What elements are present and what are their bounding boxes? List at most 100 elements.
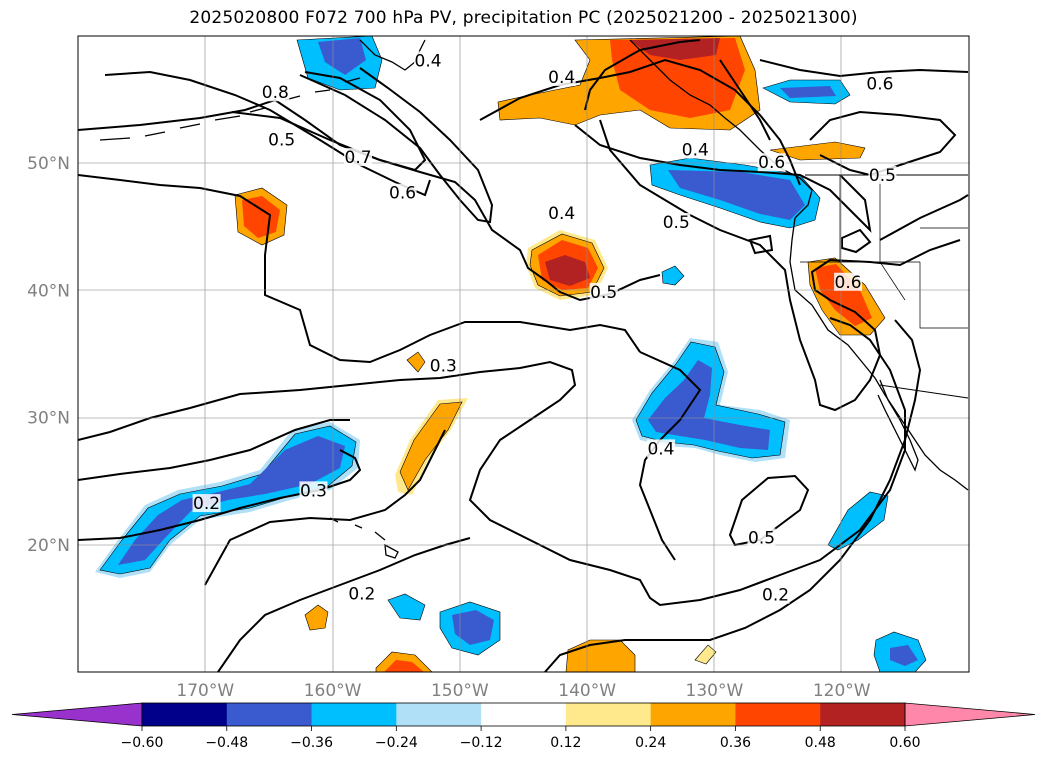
- lat-tick-label: 50°N: [27, 154, 70, 174]
- contour-label-bg: [589, 282, 618, 301]
- colorbar-tick-label: 0.24: [635, 735, 666, 751]
- baja-california: [877, 379, 919, 472]
- pv-contour: [879, 194, 969, 241]
- contour-label-bg: [865, 74, 894, 93]
- contour-label: 0.2: [348, 584, 375, 604]
- colorbar-extend-high: [904, 702, 1036, 727]
- precip-negative-area: [890, 645, 918, 666]
- pv-contour: [574, 124, 872, 233]
- contour-label-bg: [414, 51, 443, 70]
- contour-label-bg: [429, 356, 458, 375]
- precip-negative-area: [387, 593, 426, 621]
- contour-label: 0.4: [682, 140, 709, 160]
- precip-positive-area: [565, 639, 636, 672]
- precip-negative-area: [668, 170, 805, 220]
- pv-contour: [299, 67, 494, 224]
- colorbar-tick-label: 0.60: [889, 735, 920, 751]
- precip-positive-area: [694, 644, 717, 665]
- colorbar-tick-label: 0.48: [805, 735, 836, 751]
- colorbar-segment: [226, 703, 313, 726]
- pv-contour: [841, 228, 872, 254]
- contour-label: 0.3: [430, 357, 457, 377]
- lon-tick-label: 140°W: [558, 681, 616, 701]
- pv-contour: [759, 59, 969, 78]
- pv-contour: [748, 234, 774, 255]
- colorbar-segment: [820, 703, 906, 726]
- longitude-labels: 170°W 160°W 150°W 140°W 130°W 120°W: [176, 681, 870, 701]
- pv-contour: [217, 537, 471, 672]
- contour-label-bg: [347, 584, 376, 603]
- map-frame: [77, 35, 970, 673]
- pv-contour: [544, 319, 922, 672]
- contour-labels: 0.4 0.8 0.5 0.7 0.6 0.4 0.4 0.5 0.5 0.4 0.6 0.6 0.6 0…: [192, 51, 897, 606]
- precip-positive-area: [242, 196, 280, 238]
- contour-label-bg: [547, 67, 576, 86]
- coastline-us-west: [789, 217, 969, 491]
- contour-label: 0.8: [262, 83, 289, 103]
- colorbar-tick-label: −0.12: [460, 735, 503, 751]
- lat-tick-label: 20°N: [27, 536, 70, 556]
- contour-label: 0.6: [835, 273, 862, 293]
- coastline-bc: [629, 39, 813, 219]
- lon-tick-label: 170°W: [176, 681, 234, 701]
- contour-label-bg: [192, 494, 221, 513]
- pv-contour: [231, 71, 427, 172]
- contour-label-bg: [747, 528, 776, 547]
- precip-negative-area: [118, 436, 345, 565]
- precip-negative-area: [648, 360, 770, 450]
- pv-contour: [719, 59, 771, 141]
- contour-label: 0.5: [590, 283, 617, 303]
- pv-contour: [78, 449, 362, 541]
- contour-label: 0.2: [762, 586, 789, 606]
- contour-label-bg: [646, 439, 675, 458]
- lat-tick-label: 30°N: [27, 409, 70, 429]
- contour-label-bg: [681, 140, 710, 159]
- pv-contour: [78, 174, 641, 364]
- precip-positive-area: [304, 604, 329, 631]
- contour-label: 0.6: [758, 153, 785, 173]
- contour-label-bg: [267, 130, 296, 149]
- contour-label: 0.2: [193, 494, 220, 514]
- coastline-alaska: [359, 39, 426, 71]
- pv-contour: [809, 110, 957, 177]
- precip-negative-area: [780, 86, 836, 98]
- chart-title: 2025020800 F072 700 hPa PV, precipitatio…: [189, 8, 858, 28]
- contour-label-bg: [388, 183, 417, 202]
- pv-contours: [78, 39, 969, 672]
- colorbar-segment: [735, 703, 821, 726]
- contour-label: 0.7: [345, 148, 372, 168]
- precip-negative-area: [318, 38, 366, 75]
- contour-label-bg: [261, 83, 290, 102]
- lon-tick-label: 120°W: [813, 681, 871, 701]
- colorbar-segment: [142, 703, 228, 726]
- pv-contour: [599, 119, 961, 412]
- contour-label: 0.4: [647, 439, 674, 459]
- colorbar: −0.60 −0.48 −0.36 −0.24 −0.12 0.12 0.24 0.36 0.4…: [11, 702, 1036, 751]
- colorbar-segment: [481, 703, 567, 726]
- precip-negative-area: [661, 265, 685, 286]
- pv-contour: [78, 419, 350, 481]
- contour-label-bg: [662, 212, 691, 231]
- colorbar-tick-label: −0.48: [205, 735, 248, 751]
- pv-contour: [78, 317, 906, 607]
- contour-label-bg: [344, 148, 373, 167]
- precip-negative-area: [452, 610, 494, 645]
- pv-contour: [728, 474, 810, 547]
- colorbar-segment: [565, 703, 652, 726]
- colorbar-tick-label: −0.36: [290, 735, 333, 751]
- pv-contour: [204, 429, 446, 586]
- pv-contour: [584, 39, 701, 111]
- colorbar-segment: [311, 703, 397, 726]
- precip-shading: [95, 36, 927, 672]
- contour-label: 0.4: [548, 68, 575, 88]
- colorbar-tick-label: −0.60: [121, 735, 164, 751]
- colorbar-tick-label: 0.12: [550, 735, 581, 751]
- contour-label: 0.6: [866, 74, 893, 94]
- pv-contour: [479, 58, 801, 186]
- lon-tick-label: 130°W: [686, 681, 744, 701]
- contour-label: 0.3: [300, 481, 327, 501]
- precip-positive-area: [815, 264, 872, 326]
- colorbar-extend-low: [11, 702, 143, 727]
- contour-label: 0.5: [869, 166, 896, 186]
